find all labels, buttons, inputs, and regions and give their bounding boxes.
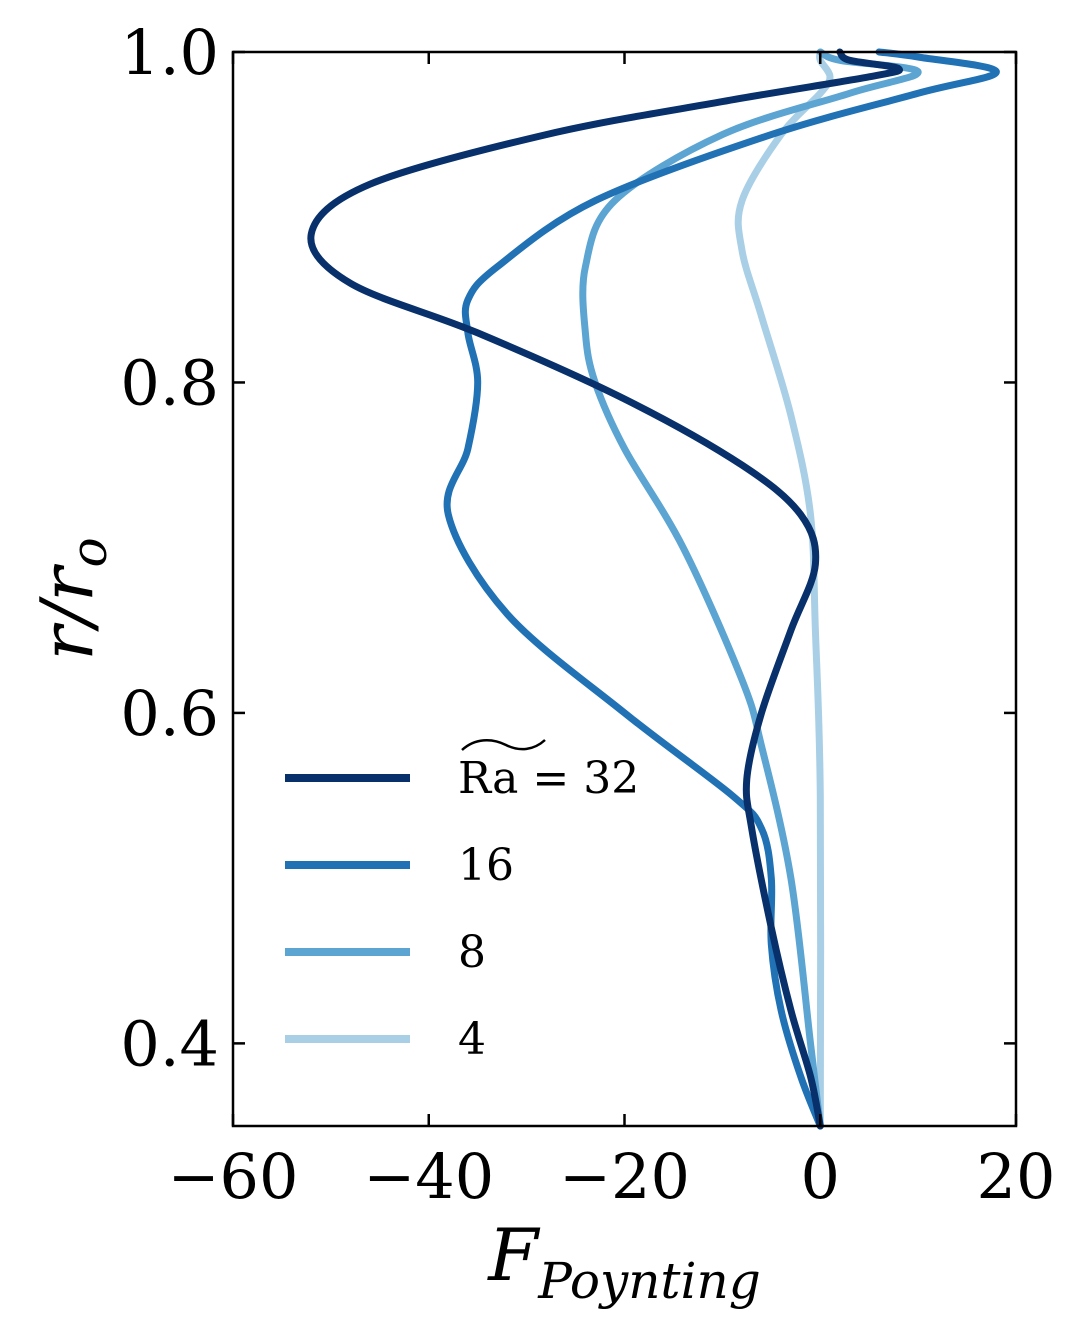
y-axis-label: r/ro <box>25 537 118 660</box>
x-tick-label: 0 <box>801 1140 840 1213</box>
legend-label-2: 8 <box>458 927 486 978</box>
y-tick-label: 0.4 <box>120 1007 219 1080</box>
x-tick-label: −20 <box>559 1140 690 1213</box>
legend-tilde-accent <box>461 739 546 751</box>
legend-label-0: Ra = 32 <box>458 753 639 804</box>
x-axis-label-main: F <box>486 1213 541 1297</box>
series-line-2 <box>579 48 922 1130</box>
legend-label-1: 16 <box>458 840 514 891</box>
x-axis-label-subscript: Poynting <box>537 1252 760 1310</box>
y-tick-label: 0.8 <box>120 346 219 419</box>
y-axis-label-main: r/r <box>25 564 109 661</box>
legend: Ra = 32 16 8 4 <box>285 739 639 1065</box>
y-tick-label: 0.6 <box>120 677 219 750</box>
x-tick-label: −60 <box>168 1140 299 1213</box>
legend-label-3: 4 <box>458 1014 486 1065</box>
series-line-3 <box>734 48 834 1130</box>
series-layer <box>307 48 1000 1130</box>
plot-frame <box>231 50 1018 1128</box>
x-axis-label: FPoynting <box>486 1213 760 1310</box>
series-line-0 <box>307 48 903 1130</box>
y-tick-label: 1.0 <box>120 16 219 89</box>
series-line-1 <box>443 48 1000 1130</box>
ticks-layer: −60 −40 −20 0 20 0.4 0.6 0.8 1.0 <box>120 16 1055 1213</box>
x-tick-label: −40 <box>363 1140 494 1213</box>
y-axis-label-subscript: o <box>60 537 118 567</box>
x-tick-label: 20 <box>977 1140 1056 1213</box>
